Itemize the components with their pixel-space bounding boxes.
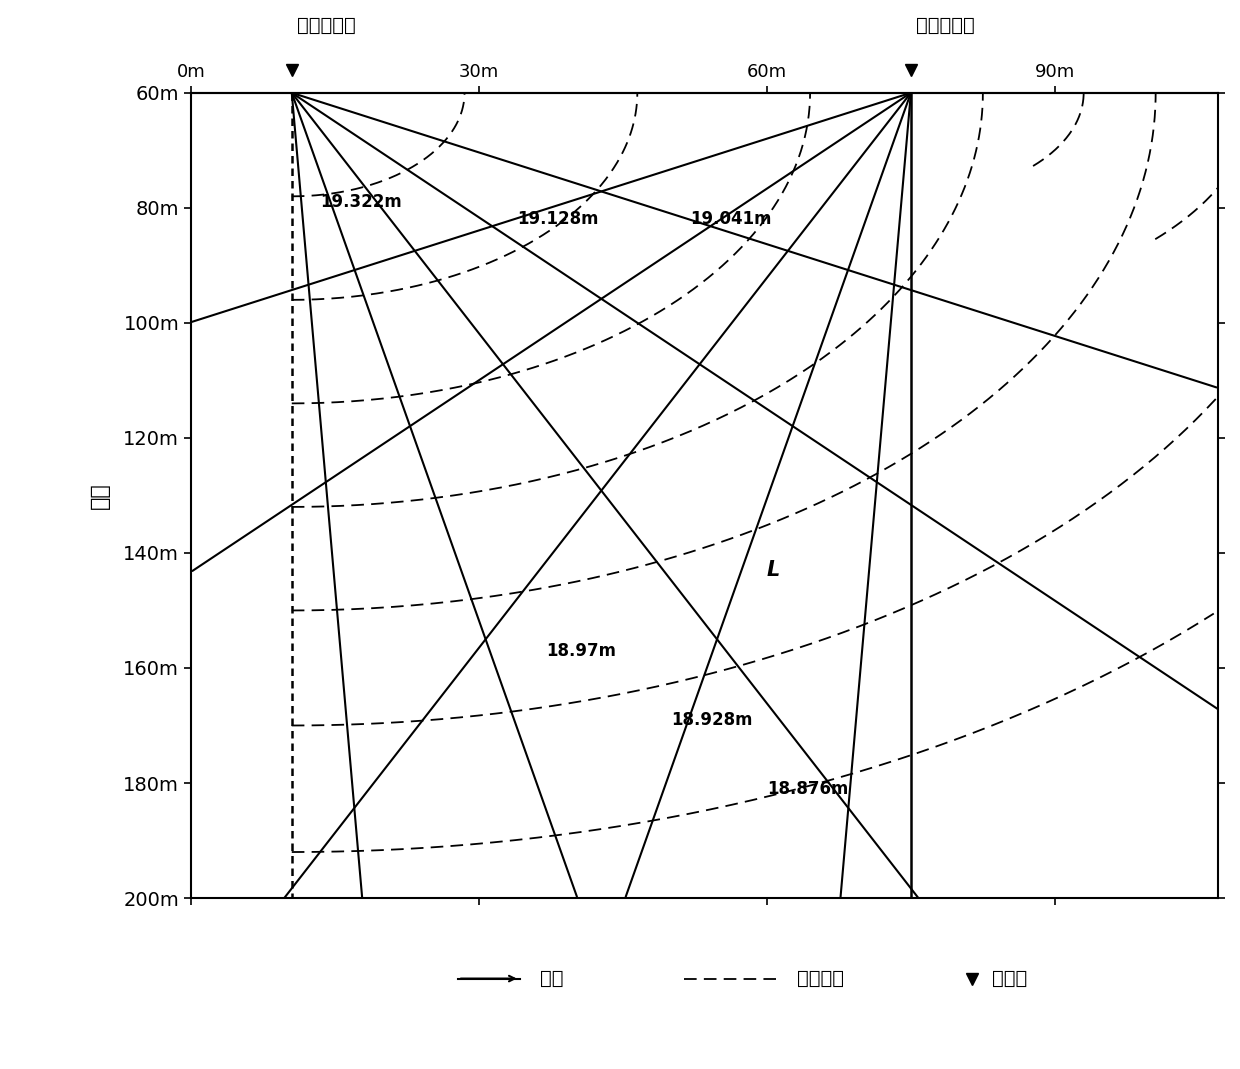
Text: 19.128m: 19.128m bbox=[517, 211, 599, 229]
Text: 18.928m: 18.928m bbox=[671, 711, 753, 729]
Text: 等水头线: 等水头线 bbox=[797, 970, 844, 988]
Text: 流线: 流线 bbox=[541, 970, 564, 988]
Text: L: L bbox=[766, 560, 780, 580]
Text: 第一钔探点: 第一钔探点 bbox=[296, 16, 356, 35]
Text: 18.876m: 18.876m bbox=[766, 779, 848, 797]
Text: 18.97m: 18.97m bbox=[546, 641, 616, 660]
Y-axis label: 深度: 深度 bbox=[89, 482, 109, 509]
Text: 钔探点: 钔探点 bbox=[992, 970, 1028, 988]
Text: 19.322m: 19.322m bbox=[321, 193, 402, 211]
Text: 第二钔探点: 第二钔探点 bbox=[915, 16, 975, 35]
Text: 19.041m: 19.041m bbox=[691, 211, 771, 229]
